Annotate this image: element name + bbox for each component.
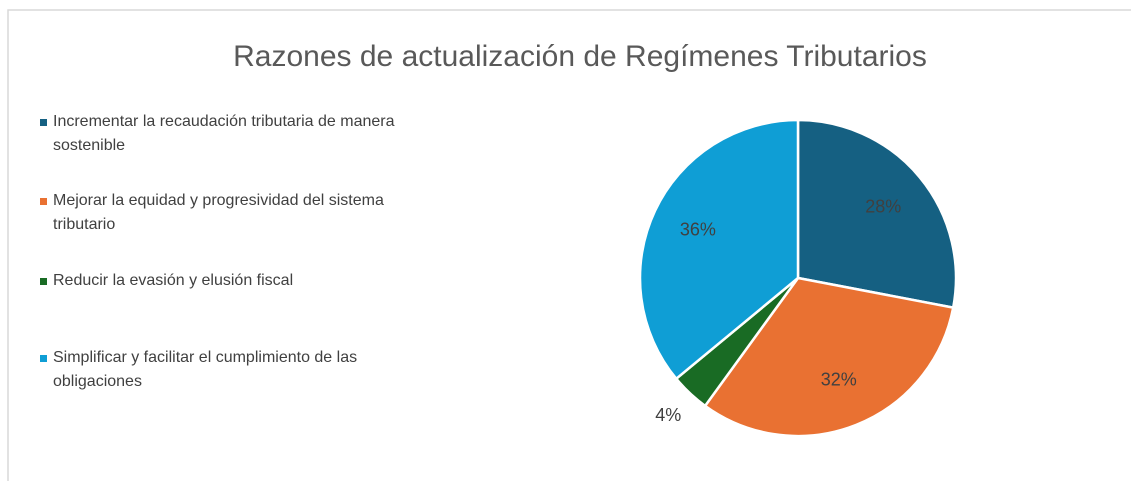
legend-label: Mejorar la equidad y progresividad del s… [53,192,384,233]
legend-label: Reducir la evasión y elusión fiscal [53,272,294,289]
pie-slice [796,118,958,310]
data-label: 4% [655,405,681,425]
pie-slice [638,118,800,381]
legend-swatch [40,198,47,205]
data-label: 28% [865,196,901,216]
legend-item: Mejorar la equidad y progresividad del s… [40,189,420,237]
pie-slice [703,276,955,438]
legend-swatch [40,355,47,362]
chart-title: Razones de actualización de Regímenes Tr… [233,40,927,73]
legend-label: Incrementar la recaudación tributaria de… [53,113,395,154]
legend-item: Incrementar la recaudación tributaria de… [40,110,420,158]
data-label: 32% [821,370,857,390]
legend-swatch [40,119,47,126]
legend-item: Reducir la evasión y elusión fiscal [40,269,420,293]
legend-swatch [40,278,47,285]
legend-item: Simplificar y facilitar el cumplimiento … [40,346,420,394]
data-label: 36% [680,220,716,240]
legend-label: Simplificar y facilitar el cumplimiento … [53,349,358,390]
chart-border [7,9,1131,481]
